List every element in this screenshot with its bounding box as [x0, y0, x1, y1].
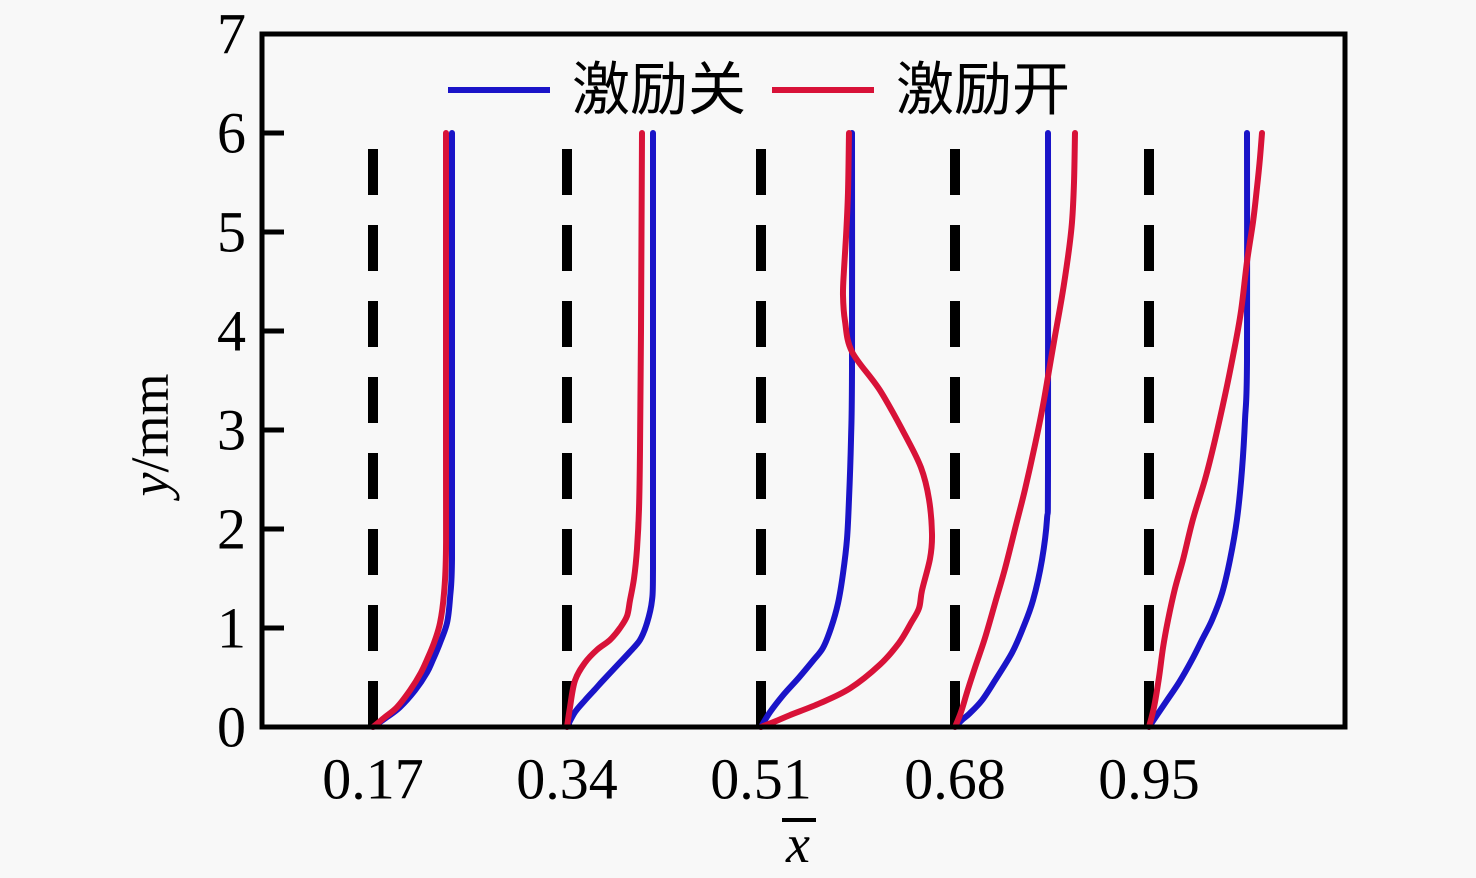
- y-tick-label-7: 7: [217, 2, 246, 67]
- legend: 激励关 激励开: [448, 58, 1070, 123]
- profile-curve-off-station-0.95: [1146, 130, 1251, 730]
- profile-curve-on-station-0.34: [564, 130, 645, 730]
- x-tick-label-0.95: 0.95: [1098, 747, 1200, 812]
- y-axis-ticks: [262, 130, 284, 631]
- y-axis-label-unit: /mm: [120, 374, 180, 473]
- legend-label-excitation-on: 激励开: [896, 58, 1070, 123]
- y-tick-label-0: 0: [217, 695, 246, 760]
- x-tick-label-0.51: 0.51: [710, 747, 812, 812]
- profile-curve-off-station-0.17: [370, 130, 456, 730]
- station-dashed-lines: [368, 133, 1154, 727]
- x-axis-label-char: x: [785, 814, 810, 874]
- profile-curve-on-station-0.68: [952, 130, 1078, 730]
- x-tick-label-0.68: 0.68: [904, 747, 1006, 812]
- profile-curve-on-station-0.17: [370, 130, 450, 730]
- x-tick-label-0.34: 0.34: [516, 747, 618, 812]
- y-tick-label-2: 2: [217, 497, 246, 562]
- profile-curve-on-station-0.51: [758, 130, 936, 730]
- y-tick-label-5: 5: [217, 200, 246, 265]
- y-tick-label-6: 6: [217, 101, 246, 166]
- y-axis-tick-labels: 0 1 2 3 4 5 6 7: [217, 2, 246, 760]
- y-axis-label-variable: y: [120, 472, 180, 501]
- x-axis-label: x: [782, 814, 816, 874]
- plot-frame: [259, 31, 1348, 730]
- y-axis-label: y/mm: [120, 374, 180, 502]
- profile-curve-off-station-0.51: [758, 130, 856, 730]
- profile-curves-excitation-off: [370, 130, 1251, 730]
- profile-curve-on-station-0.95: [1146, 130, 1265, 730]
- x-axis-tick-labels: 0.17 0.34 0.51 0.68 0.95: [322, 747, 1200, 812]
- x-tick-label-0.17: 0.17: [322, 747, 424, 812]
- profile-curve-off-station-0.34: [564, 130, 657, 730]
- y-tick-label-1: 1: [217, 596, 246, 661]
- profile-curves-excitation-on: [370, 130, 1265, 730]
- legend-label-excitation-off: 激励关: [572, 58, 746, 123]
- profile-curve-off-station-0.68: [952, 130, 1052, 730]
- y-tick-label-4: 4: [217, 299, 246, 364]
- y-tick-label-3: 3: [217, 398, 246, 463]
